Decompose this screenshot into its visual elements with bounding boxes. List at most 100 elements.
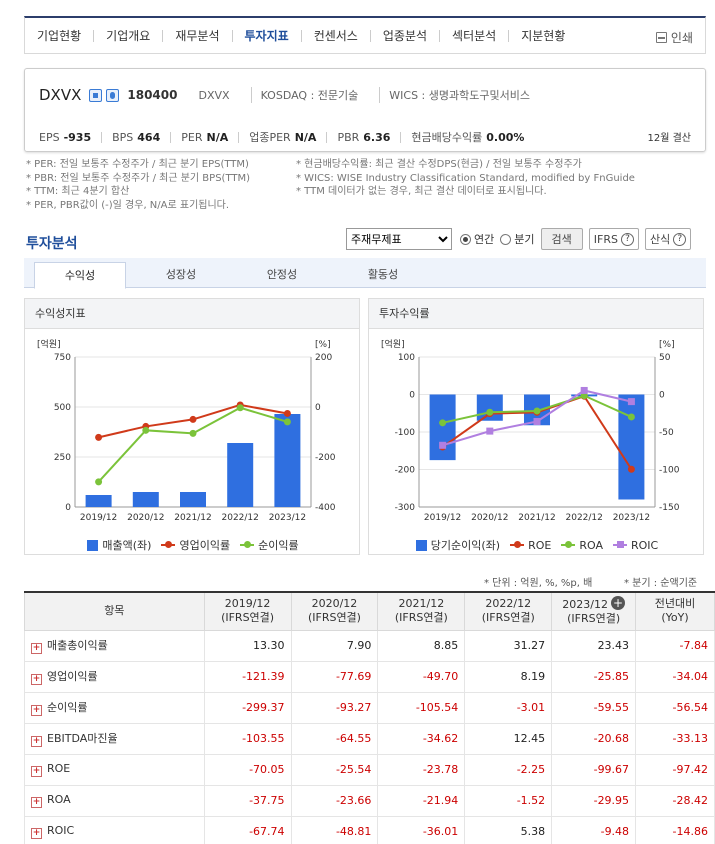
radio-dot[interactable] [500, 233, 512, 245]
table-cell: -3.01 [464, 692, 553, 724]
expand-row-icon[interactable]: + [31, 828, 42, 839]
tab-activity[interactable]: 활동성 [367, 268, 399, 281]
data-point [189, 429, 197, 437]
expand-row-icon[interactable]: + [31, 736, 42, 747]
legend-swatch [240, 541, 255, 548]
note: * WICS: WISE Industry Classification Sta… [296, 172, 635, 184]
y-tick-left: 100 [398, 353, 415, 363]
nav-item[interactable]: 기업현황 [37, 29, 82, 43]
nav-item[interactable]: 기업개요 [106, 29, 151, 43]
legend-label: 매출액(좌) [102, 539, 152, 552]
legend-item[interactable]: ROE [510, 537, 551, 553]
metric-key: 현금배당수익률 [411, 131, 483, 144]
row-label[interactable]: + 매출총이익률 [24, 630, 205, 662]
home-icon[interactable] [89, 88, 103, 102]
nav-item[interactable]: 컨센서스 [313, 29, 358, 43]
legend-item[interactable]: 당기순이익(좌) [415, 537, 500, 553]
table-cell: -34.62 [377, 723, 466, 755]
nav-item[interactable]: 섹터분석 [452, 29, 497, 43]
legend-item[interactable]: 순이익률 [240, 537, 299, 553]
expand-row-icon[interactable]: + [31, 766, 42, 777]
ir-icon[interactable] [106, 88, 120, 102]
row-label[interactable]: + 영업이익률 [24, 661, 205, 693]
print-button[interactable]: 인쇄 [655, 29, 693, 46]
right-axis-unit: [%] [315, 340, 331, 350]
legend-item[interactable]: ROIC [612, 537, 658, 553]
data-point [236, 404, 244, 412]
left-axis-unit: [억원] [37, 338, 61, 350]
x-tick: 2023/12 [269, 513, 306, 523]
bar [274, 414, 301, 507]
legend-swatch [161, 541, 176, 548]
row-label[interactable]: + EBITDA마진율 [24, 723, 205, 755]
header-sublabel: (IFRS연결) [307, 611, 361, 625]
expand-row-icon[interactable]: + [31, 674, 42, 685]
expand-row-icon[interactable]: + [31, 797, 42, 808]
table-row: + 순이익률 -299.37 -93.27 -105.54 -3.01 -59.55 -56.… [24, 692, 715, 724]
expand-columns-icon[interactable]: + [610, 596, 625, 611]
legend-label: ROA [579, 538, 603, 552]
left-axis-unit: [억원] [381, 338, 405, 350]
table-cell: -64.55 [291, 723, 379, 755]
note: * PER, PBR값이 (-)일 경우, N/A로 표기됩니다. [26, 199, 230, 211]
tab-stability[interactable]: 안정성 [266, 268, 298, 281]
expand-row-icon[interactable]: + [31, 705, 42, 716]
row-label-text: 매출총이익률 [47, 639, 108, 652]
row-label[interactable]: + 순이익률 [24, 692, 205, 724]
table-cell: -25.85 [551, 661, 637, 693]
row-label[interactable]: + ROA [24, 785, 205, 817]
table-cell: -77.69 [291, 661, 379, 693]
legend-item[interactable]: 매출액(좌) [87, 537, 151, 553]
metric-key: EPS [39, 130, 60, 144]
y-tick-right: 200 [315, 353, 332, 363]
y-tick-left: -100 [395, 428, 416, 438]
data-point [95, 433, 103, 441]
tab-profitability[interactable]: 수익성 [34, 262, 126, 289]
notes-left: * PER: 전일 보통주 수정주가 / 최근 분기 EPS(TTM) * PB… [26, 158, 250, 212]
formula-button[interactable]: 산식? [644, 228, 692, 250]
header-label: 2022/12 [485, 597, 532, 611]
y-tick-right: 0 [659, 391, 665, 401]
metric-value: 6.36 [363, 130, 391, 144]
y-tick-right: -200 [315, 453, 336, 463]
company-short-name: DXVX [198, 88, 230, 102]
radio-annual[interactable]: 연간 [460, 231, 494, 247]
table-row: + ROA -37.75 -23.66 -21.94 -1.52 -29.95 -28.42 [24, 785, 715, 817]
header-sublabel: (IFRS연결) [221, 611, 275, 625]
table-cell: -23.78 [377, 754, 466, 786]
table-cell: 31.27 [464, 630, 553, 662]
ifrs-button[interactable]: IFRS? [588, 228, 639, 250]
expand-row-icon[interactable]: + [31, 643, 42, 654]
nav-item[interactable]: 업종분석 [382, 29, 428, 43]
nav-item[interactable]: 지분현황 [521, 29, 566, 43]
y-tick-right: -400 [315, 503, 336, 513]
y-tick-left: -300 [395, 503, 416, 513]
table-cell: 23.43 [551, 630, 637, 662]
legend-swatch [415, 539, 427, 551]
tab-growth[interactable]: 성장성 [165, 268, 197, 281]
radio-quarter[interactable]: 분기 [500, 231, 535, 247]
row-label[interactable]: + ROIC [24, 816, 205, 844]
metric-key: 업종PER [249, 131, 291, 144]
table-cell: -25.54 [291, 754, 379, 786]
note: * 현금배당수익률: 최근 결산 수정DPS(현금) / 전일 보통주 수정주가 [296, 159, 582, 170]
y-tick-right: -50 [659, 428, 674, 438]
table-cell: -9.48 [551, 816, 637, 844]
search-button[interactable]: 검색 [540, 228, 583, 250]
nav-item[interactable]: 재무분석 [175, 29, 220, 43]
table-cell: -97.42 [635, 754, 715, 786]
legend-item[interactable]: ROA [561, 537, 603, 553]
table-row: + 영업이익률 -121.39 -77.69 -49.70 8.19 -25.85 -34.0… [24, 661, 715, 693]
row-label[interactable]: + ROE [24, 754, 205, 786]
statement-select[interactable]: 주재무제표 [346, 228, 452, 250]
bar [85, 495, 112, 507]
nav-item-active[interactable]: 투자지표 [244, 29, 289, 43]
table-cell: -59.55 [551, 692, 637, 724]
radio-dot[interactable] [460, 233, 471, 245]
legend-label: ROE [528, 538, 552, 552]
table-cell: 5.38 [464, 816, 553, 844]
row-label-text: EBITDA마진율 [47, 732, 118, 745]
table-cell: -34.04 [635, 661, 715, 693]
legend-item[interactable]: 영업이익률 [161, 537, 230, 553]
x-tick: 2019/12 [424, 513, 461, 523]
